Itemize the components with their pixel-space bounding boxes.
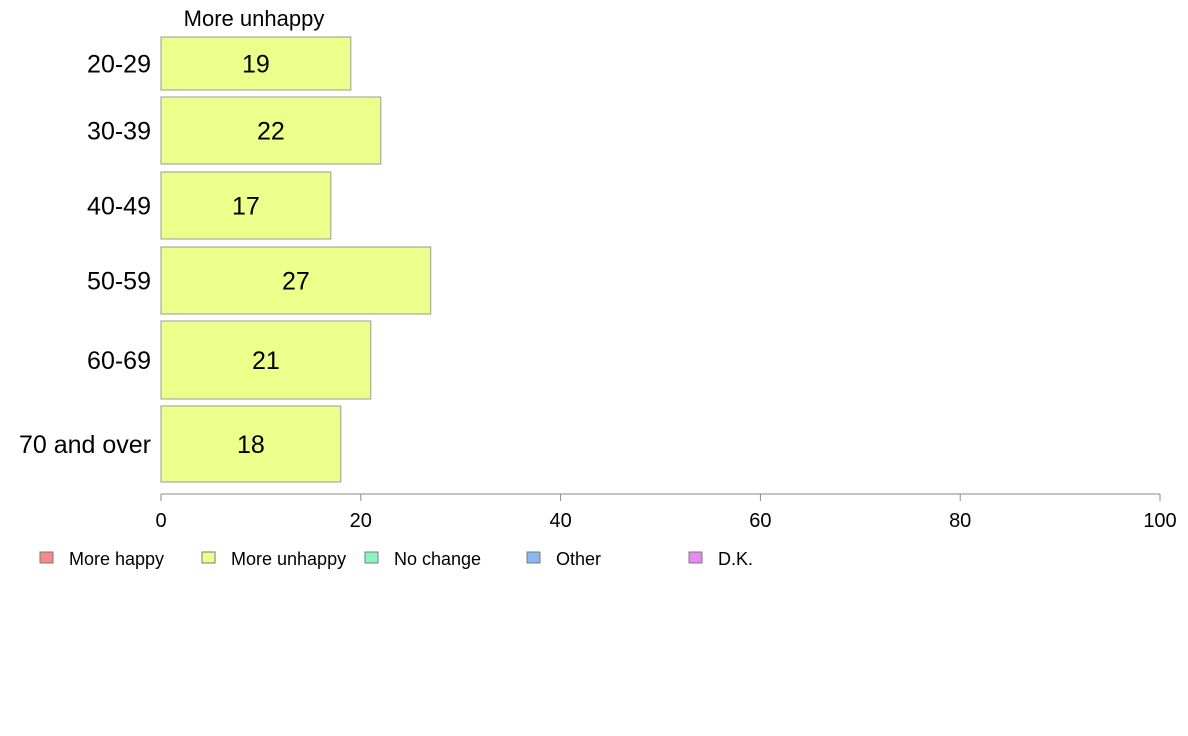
category-label: 40-49 xyxy=(87,193,151,221)
tick-label: 100 xyxy=(1143,510,1176,532)
legend-label: More unhappy xyxy=(231,549,346,569)
data-label: 22 xyxy=(257,118,285,146)
legend-label: More happy xyxy=(69,549,164,569)
bars-group: 19 20-29 22 30-39 17 40-49 27 50-59 21 60-69 18 70 … xyxy=(19,36,432,483)
legend: More happy More unhappy No change Other D.K. xyxy=(39,549,753,569)
bar xyxy=(160,320,372,400)
data-label: 19 xyxy=(242,51,270,79)
category-label: 60-69 xyxy=(87,347,151,375)
bar xyxy=(160,96,382,165)
bar xyxy=(160,171,332,240)
legend-label: Other xyxy=(556,549,601,569)
bar xyxy=(160,246,432,315)
bar xyxy=(160,405,342,483)
category-label: 50-59 xyxy=(87,268,151,296)
category-label: 30-39 xyxy=(87,118,151,146)
tick-label: 0 xyxy=(155,510,166,532)
data-label: 27 xyxy=(282,268,310,296)
category-label: 70 and over xyxy=(19,431,151,459)
legend-swatch xyxy=(364,551,379,564)
tick-label: 20 xyxy=(350,510,372,532)
data-label: 18 xyxy=(237,431,265,459)
series-title: More unhappy xyxy=(184,6,325,31)
legend-label: D.K. xyxy=(718,549,753,569)
legend-swatch xyxy=(688,551,703,564)
legend-swatch xyxy=(201,551,216,564)
data-label: 17 xyxy=(232,193,260,221)
tick-label: 80 xyxy=(949,510,971,532)
legend-swatch xyxy=(39,551,54,564)
legend-swatch xyxy=(526,551,541,564)
category-label: 20-29 xyxy=(87,51,151,79)
data-label: 21 xyxy=(252,347,280,375)
bar xyxy=(160,36,352,91)
tick-label: 60 xyxy=(749,510,771,532)
x-axis: 0 20 40 60 80 100 xyxy=(155,493,1177,532)
legend-label: No change xyxy=(394,549,481,569)
tick-label: 40 xyxy=(549,510,571,532)
